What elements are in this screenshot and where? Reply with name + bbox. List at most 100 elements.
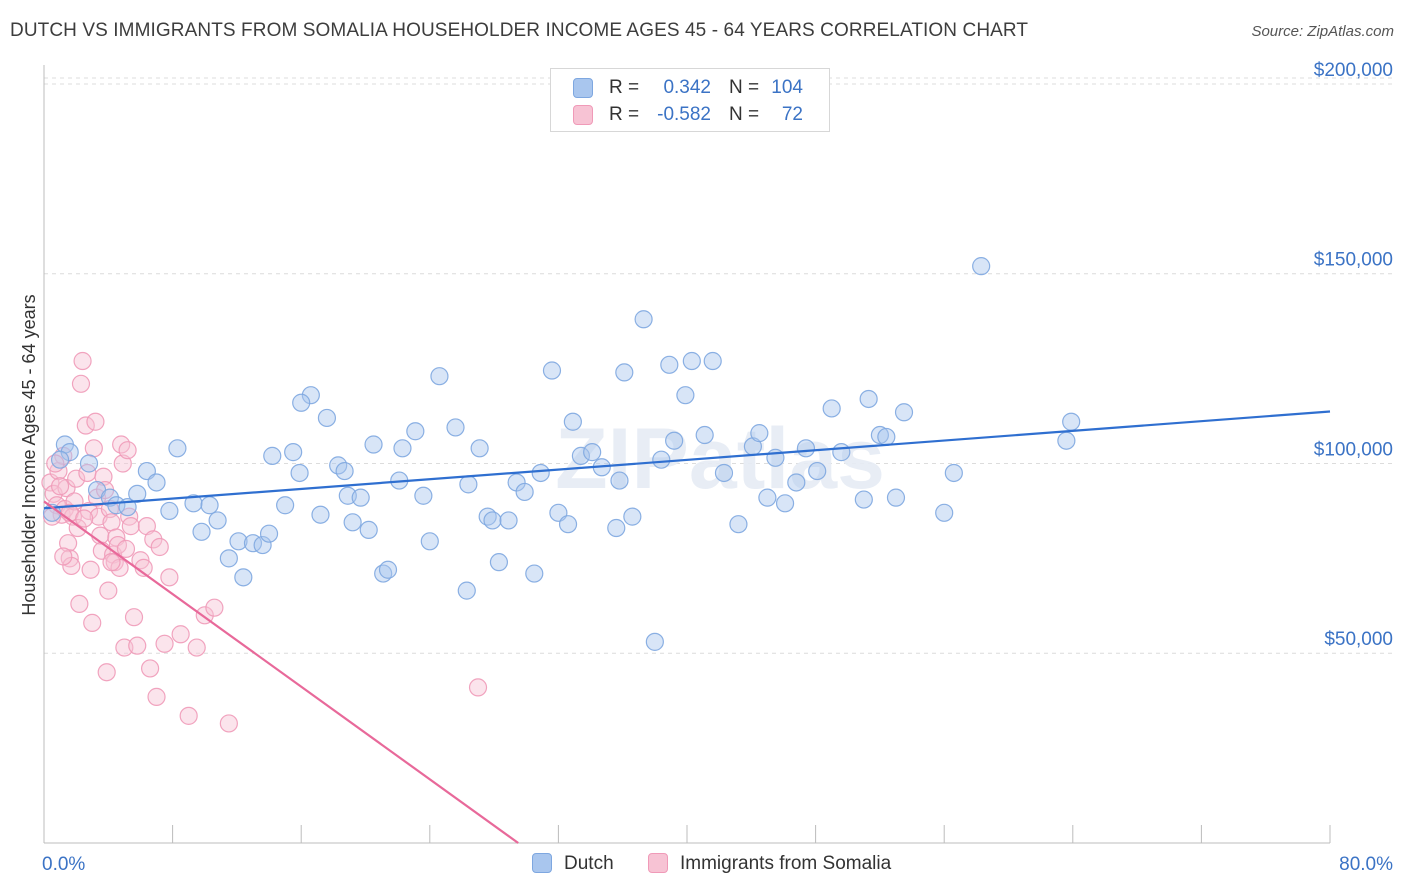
dutch-point xyxy=(50,450,70,469)
dutch-point xyxy=(359,520,378,540)
y-tick-labels: $50,000 $100,000 $150,000 $200,000 xyxy=(1314,60,1393,650)
dutch-point xyxy=(192,522,211,541)
dutch-point xyxy=(894,403,914,422)
somalia-point xyxy=(155,634,174,653)
dutch-point xyxy=(284,443,303,462)
dutch-point xyxy=(623,507,642,526)
somalia-point xyxy=(86,412,105,431)
somalia-point xyxy=(147,687,166,706)
somalia-point xyxy=(171,625,190,644)
dutch-point xyxy=(787,473,806,492)
somalia-point xyxy=(70,594,89,614)
somalia-trend-line xyxy=(43,500,519,844)
somalia-point xyxy=(75,509,94,528)
legend-label-dutch: Dutch xyxy=(564,853,614,874)
dutch-point xyxy=(200,496,219,515)
dutch-point xyxy=(1057,431,1076,450)
dutch-point xyxy=(877,427,896,447)
legend-label-somalia: Immigrants from Somalia xyxy=(680,853,892,874)
dutch-trend-line xyxy=(43,410,1331,510)
somalia-point xyxy=(160,568,179,587)
n-value: 72 xyxy=(781,104,803,125)
somalia-point xyxy=(76,416,95,435)
dutch-point xyxy=(459,475,478,494)
r-label: R = xyxy=(609,104,640,125)
somalia-swatch xyxy=(648,853,668,873)
dutch-point xyxy=(703,351,722,371)
n-label: N = xyxy=(729,77,760,98)
somalia-point xyxy=(128,636,147,655)
dutch-point xyxy=(60,443,79,462)
n-label: N = xyxy=(729,104,760,125)
dutch-point xyxy=(676,386,695,405)
dutch-point xyxy=(147,473,166,492)
dutch-point xyxy=(335,461,354,481)
somalia-point xyxy=(205,598,224,617)
dutch-point xyxy=(208,511,227,530)
dutch-point xyxy=(343,513,362,532)
dutch-point xyxy=(775,494,795,513)
n-value: 104 xyxy=(771,77,803,98)
r-label: R = xyxy=(609,77,640,98)
somalia-point xyxy=(102,553,121,572)
y-tick-label: $100,000 xyxy=(1314,439,1393,460)
dutch-point xyxy=(301,386,320,405)
chart-source: Source: ZipAtlas.com xyxy=(1251,23,1394,40)
dutch-point xyxy=(276,496,295,515)
trend-lines xyxy=(43,410,1331,844)
dutch-point xyxy=(420,532,439,551)
somalia-point xyxy=(187,638,206,657)
y-axis-label: Householder Income Ages 45 - 64 years xyxy=(19,294,39,615)
dutch-point xyxy=(1062,412,1081,431)
somalia-point xyxy=(144,530,163,549)
y-tick-label: $200,000 xyxy=(1314,60,1393,81)
dutch-point xyxy=(583,443,602,462)
somalia-point xyxy=(67,469,86,488)
dutch-point xyxy=(317,408,337,428)
dutch-point xyxy=(682,351,701,371)
somalia-point xyxy=(81,560,100,579)
somalia-point xyxy=(97,663,116,682)
dutch-point xyxy=(750,424,769,443)
dutch-point xyxy=(414,486,433,505)
dutch-point xyxy=(351,488,370,507)
dutch-point xyxy=(944,463,963,483)
dutch-point xyxy=(832,443,851,462)
legend-row-dutch: R = 0.342 N = 104 xyxy=(551,75,829,101)
dutch-point xyxy=(558,515,578,534)
dutch-point xyxy=(758,488,777,507)
somalia-swatch xyxy=(573,105,593,125)
somalia-point xyxy=(71,374,91,393)
dutch-point xyxy=(563,412,582,431)
dutch-point xyxy=(470,439,489,458)
dutch-point xyxy=(292,393,311,412)
x-tick-label: 0.0% xyxy=(42,854,85,875)
dutch-point xyxy=(483,511,502,530)
series-dutch xyxy=(42,257,1081,651)
dutch-point xyxy=(364,435,383,454)
somalia-point xyxy=(124,608,144,627)
somalia-point xyxy=(54,547,73,566)
dutch-point xyxy=(886,488,906,507)
somalia-point xyxy=(57,479,76,498)
dutch-point xyxy=(290,463,309,483)
dutch-point xyxy=(499,511,518,530)
dutch-point xyxy=(219,549,238,568)
dutch-point xyxy=(854,490,873,509)
watermark: ZIPatlas xyxy=(555,411,885,507)
somalia-point xyxy=(140,659,160,678)
dutch-point xyxy=(822,399,841,418)
dutch-point xyxy=(446,418,465,437)
somalia-point xyxy=(121,517,140,536)
somalia-point xyxy=(219,714,238,733)
dutch-point xyxy=(234,568,253,587)
somalia-point xyxy=(73,351,92,371)
somalia-point xyxy=(120,507,139,526)
dutch-point xyxy=(652,450,671,469)
dutch-point xyxy=(430,367,449,386)
dutch-point xyxy=(695,425,714,445)
dutch-point xyxy=(515,482,534,502)
x-tick-labels: 0.0% 80.0% xyxy=(42,854,1393,875)
dutch-point xyxy=(406,422,425,441)
